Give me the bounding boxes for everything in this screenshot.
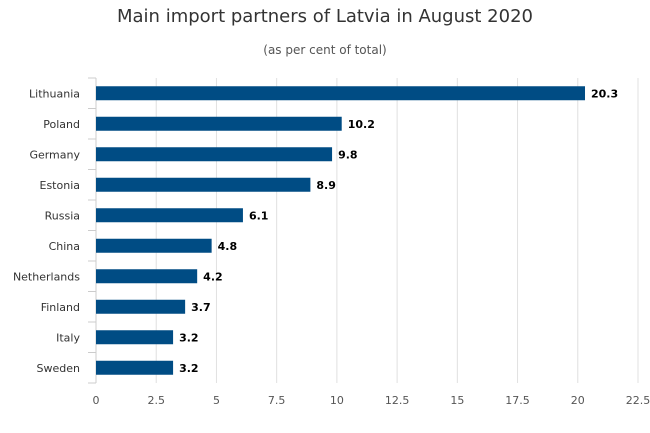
category-label: Germany bbox=[29, 148, 80, 161]
data-label: 3.2 bbox=[179, 331, 199, 344]
category-label: Estonia bbox=[40, 179, 81, 192]
x-tick-label: 12.5 bbox=[385, 394, 410, 407]
category-label: Russia bbox=[45, 209, 80, 222]
category-label: Finland bbox=[41, 301, 80, 314]
data-label: 10.2 bbox=[348, 118, 375, 131]
x-tick-label: 10 bbox=[330, 394, 344, 407]
category-label: Poland bbox=[43, 118, 80, 131]
bar bbox=[96, 208, 243, 223]
x-tick-label: 7.5 bbox=[268, 394, 286, 407]
data-label: 20.3 bbox=[591, 87, 618, 100]
data-label: 9.8 bbox=[338, 148, 358, 161]
category-label: Sweden bbox=[37, 362, 80, 375]
bar bbox=[96, 177, 311, 192]
x-tick-label: 17.5 bbox=[505, 394, 530, 407]
category-label: Netherlands bbox=[13, 270, 80, 283]
x-tick-label: 2.5 bbox=[147, 394, 165, 407]
bar bbox=[96, 86, 586, 101]
x-tick-label: 15 bbox=[450, 394, 464, 407]
data-label: 4.2 bbox=[203, 270, 223, 283]
data-label: 3.7 bbox=[191, 301, 211, 314]
x-tick-label: 5 bbox=[213, 394, 220, 407]
data-label: 4.8 bbox=[218, 240, 238, 253]
category-label: China bbox=[49, 240, 80, 253]
data-label: 3.2 bbox=[179, 362, 199, 375]
x-tick-label: 20 bbox=[571, 394, 585, 407]
bar bbox=[96, 299, 186, 314]
chart-subtitle: (as per cent of total) bbox=[263, 43, 387, 57]
x-tick-label: 22.5 bbox=[626, 394, 650, 407]
data-label: 8.9 bbox=[316, 179, 336, 192]
category-label: Italy bbox=[56, 331, 80, 344]
data-label: 6.1 bbox=[249, 209, 268, 222]
category-label: Lithuania bbox=[29, 87, 80, 100]
bar bbox=[96, 147, 333, 162]
chart-title: Main import partners of Latvia in August… bbox=[117, 6, 533, 27]
bar bbox=[96, 269, 198, 284]
x-tick-label: 0 bbox=[93, 394, 100, 407]
bar bbox=[96, 116, 342, 131]
bar bbox=[96, 360, 174, 375]
bar bbox=[96, 330, 174, 345]
bar bbox=[96, 238, 212, 253]
